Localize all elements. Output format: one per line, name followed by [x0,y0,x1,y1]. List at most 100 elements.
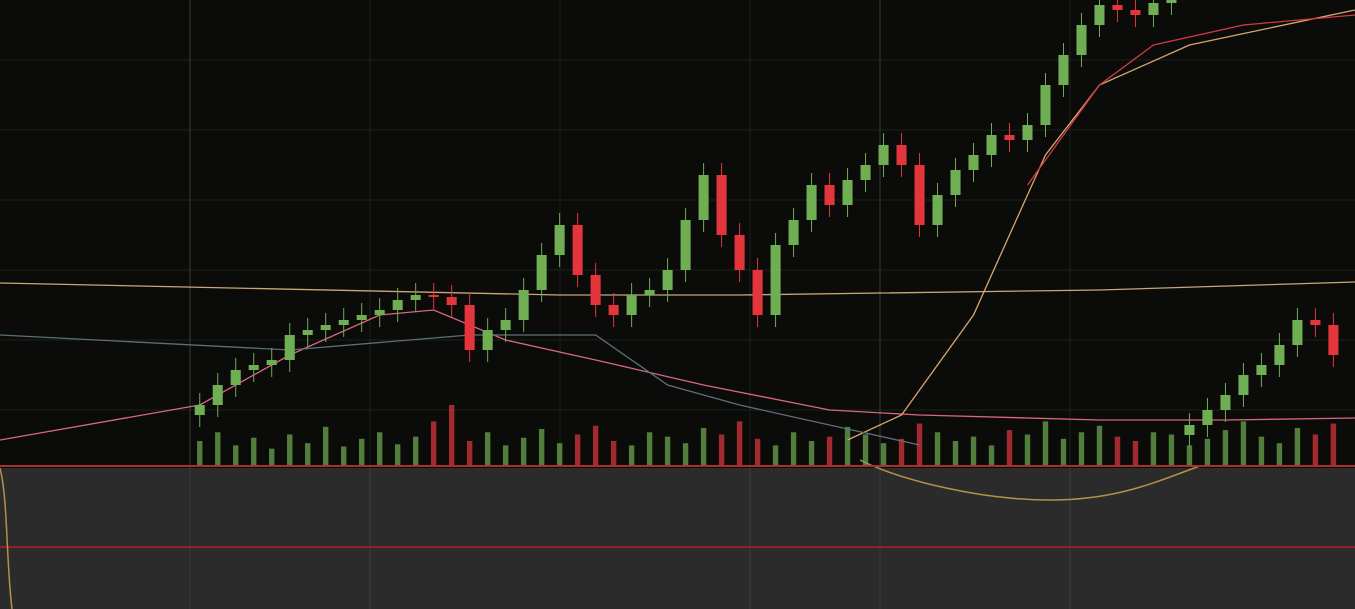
candle-body [554,225,565,255]
volume-bar [556,443,563,465]
volume-bar [736,421,743,465]
candle-body [1166,0,1177,3]
volume-bar [1078,432,1085,465]
candle-body [1274,345,1285,365]
volume-bar [1042,421,1049,465]
volume-bar [1222,430,1229,465]
volume-bar [502,445,509,465]
volume-bar [646,432,653,465]
candle-body [788,220,799,245]
candle-body [194,405,205,415]
candle-body [392,300,403,310]
candle-body [1094,5,1105,25]
candle-body [914,165,925,225]
volume-bar [412,436,419,465]
candle-body [500,320,511,330]
volume-bar [484,432,491,465]
volume-bar [233,445,239,465]
candle-body [698,175,709,220]
candle-body [734,235,745,270]
candle-body [572,225,583,275]
candle-body [986,135,997,155]
volume-bar [305,443,311,465]
candle-body [1058,55,1069,85]
volume-bar [880,443,887,465]
volume-bar [1096,425,1103,465]
candle-body [608,305,619,315]
volume-bar [826,436,833,465]
candle-body [968,155,979,170]
volume-bar [358,438,365,465]
volume-bar [340,446,347,465]
volume-bar [682,443,689,465]
candle-body [662,270,673,290]
volume-bar [251,437,257,465]
volume-bar [664,436,671,465]
volume-bar [1186,445,1193,465]
volume-bar [610,441,617,465]
candle-body [1022,125,1033,140]
candle-body [1238,375,1249,395]
volume-bar [934,432,941,465]
volume-bar [862,434,869,465]
volume-bar [1330,423,1337,465]
candle-body [284,335,295,360]
candle-body [482,330,493,350]
volume-bar [592,425,599,465]
volume-bar [215,432,221,465]
candle-body [266,360,277,365]
volume-bar [718,434,725,465]
candle-body [590,275,601,305]
volume-bar [988,445,995,465]
indicator-line [0,459,1201,609]
indicator-grid [369,468,1071,609]
volume-bar [790,432,797,465]
candle-body [680,220,691,270]
candle-body [320,325,331,330]
candle-body [626,295,637,315]
candle-body [212,385,223,405]
candle-body [824,185,835,205]
candle-body [1112,5,1123,10]
candle-body [338,320,349,325]
volume-bar [1240,421,1247,465]
candle-body [716,175,727,235]
candle-body [770,245,781,315]
candle-body [1202,410,1213,425]
candle-body [1148,3,1159,15]
volume-bar [197,441,203,465]
volume-bar [898,438,905,465]
candle-body [1292,320,1303,345]
volume-bar [448,405,455,465]
volume-bar [1150,432,1157,465]
candle-body [878,145,889,165]
candle-body [356,315,367,320]
candle-body [374,310,385,315]
candle-body [1040,85,1051,125]
candle-body [842,180,853,205]
volume-bar [1312,434,1319,465]
indicator-line [0,281,1355,296]
volume-bar [1132,441,1139,465]
candle-body [1076,25,1087,55]
volume-bar [1204,438,1211,465]
indicator-line [1026,14,1355,186]
candle-body [464,305,475,350]
volume-bar [574,434,581,465]
volume-bar [952,441,959,465]
candle-body [302,330,313,335]
volume-bar [628,445,635,465]
candle-body [1256,365,1267,375]
volume-bar [844,426,851,465]
main-panel [0,0,1355,468]
volume-bar [520,437,527,465]
volume-bar [1258,436,1265,465]
indicator-line [847,9,1355,441]
candle-body [752,270,763,315]
volume-bar [1168,434,1175,465]
volume-bar [916,423,923,465]
volume-bar [430,421,437,465]
candle-body [1130,10,1141,15]
volume-bar [1060,438,1067,465]
